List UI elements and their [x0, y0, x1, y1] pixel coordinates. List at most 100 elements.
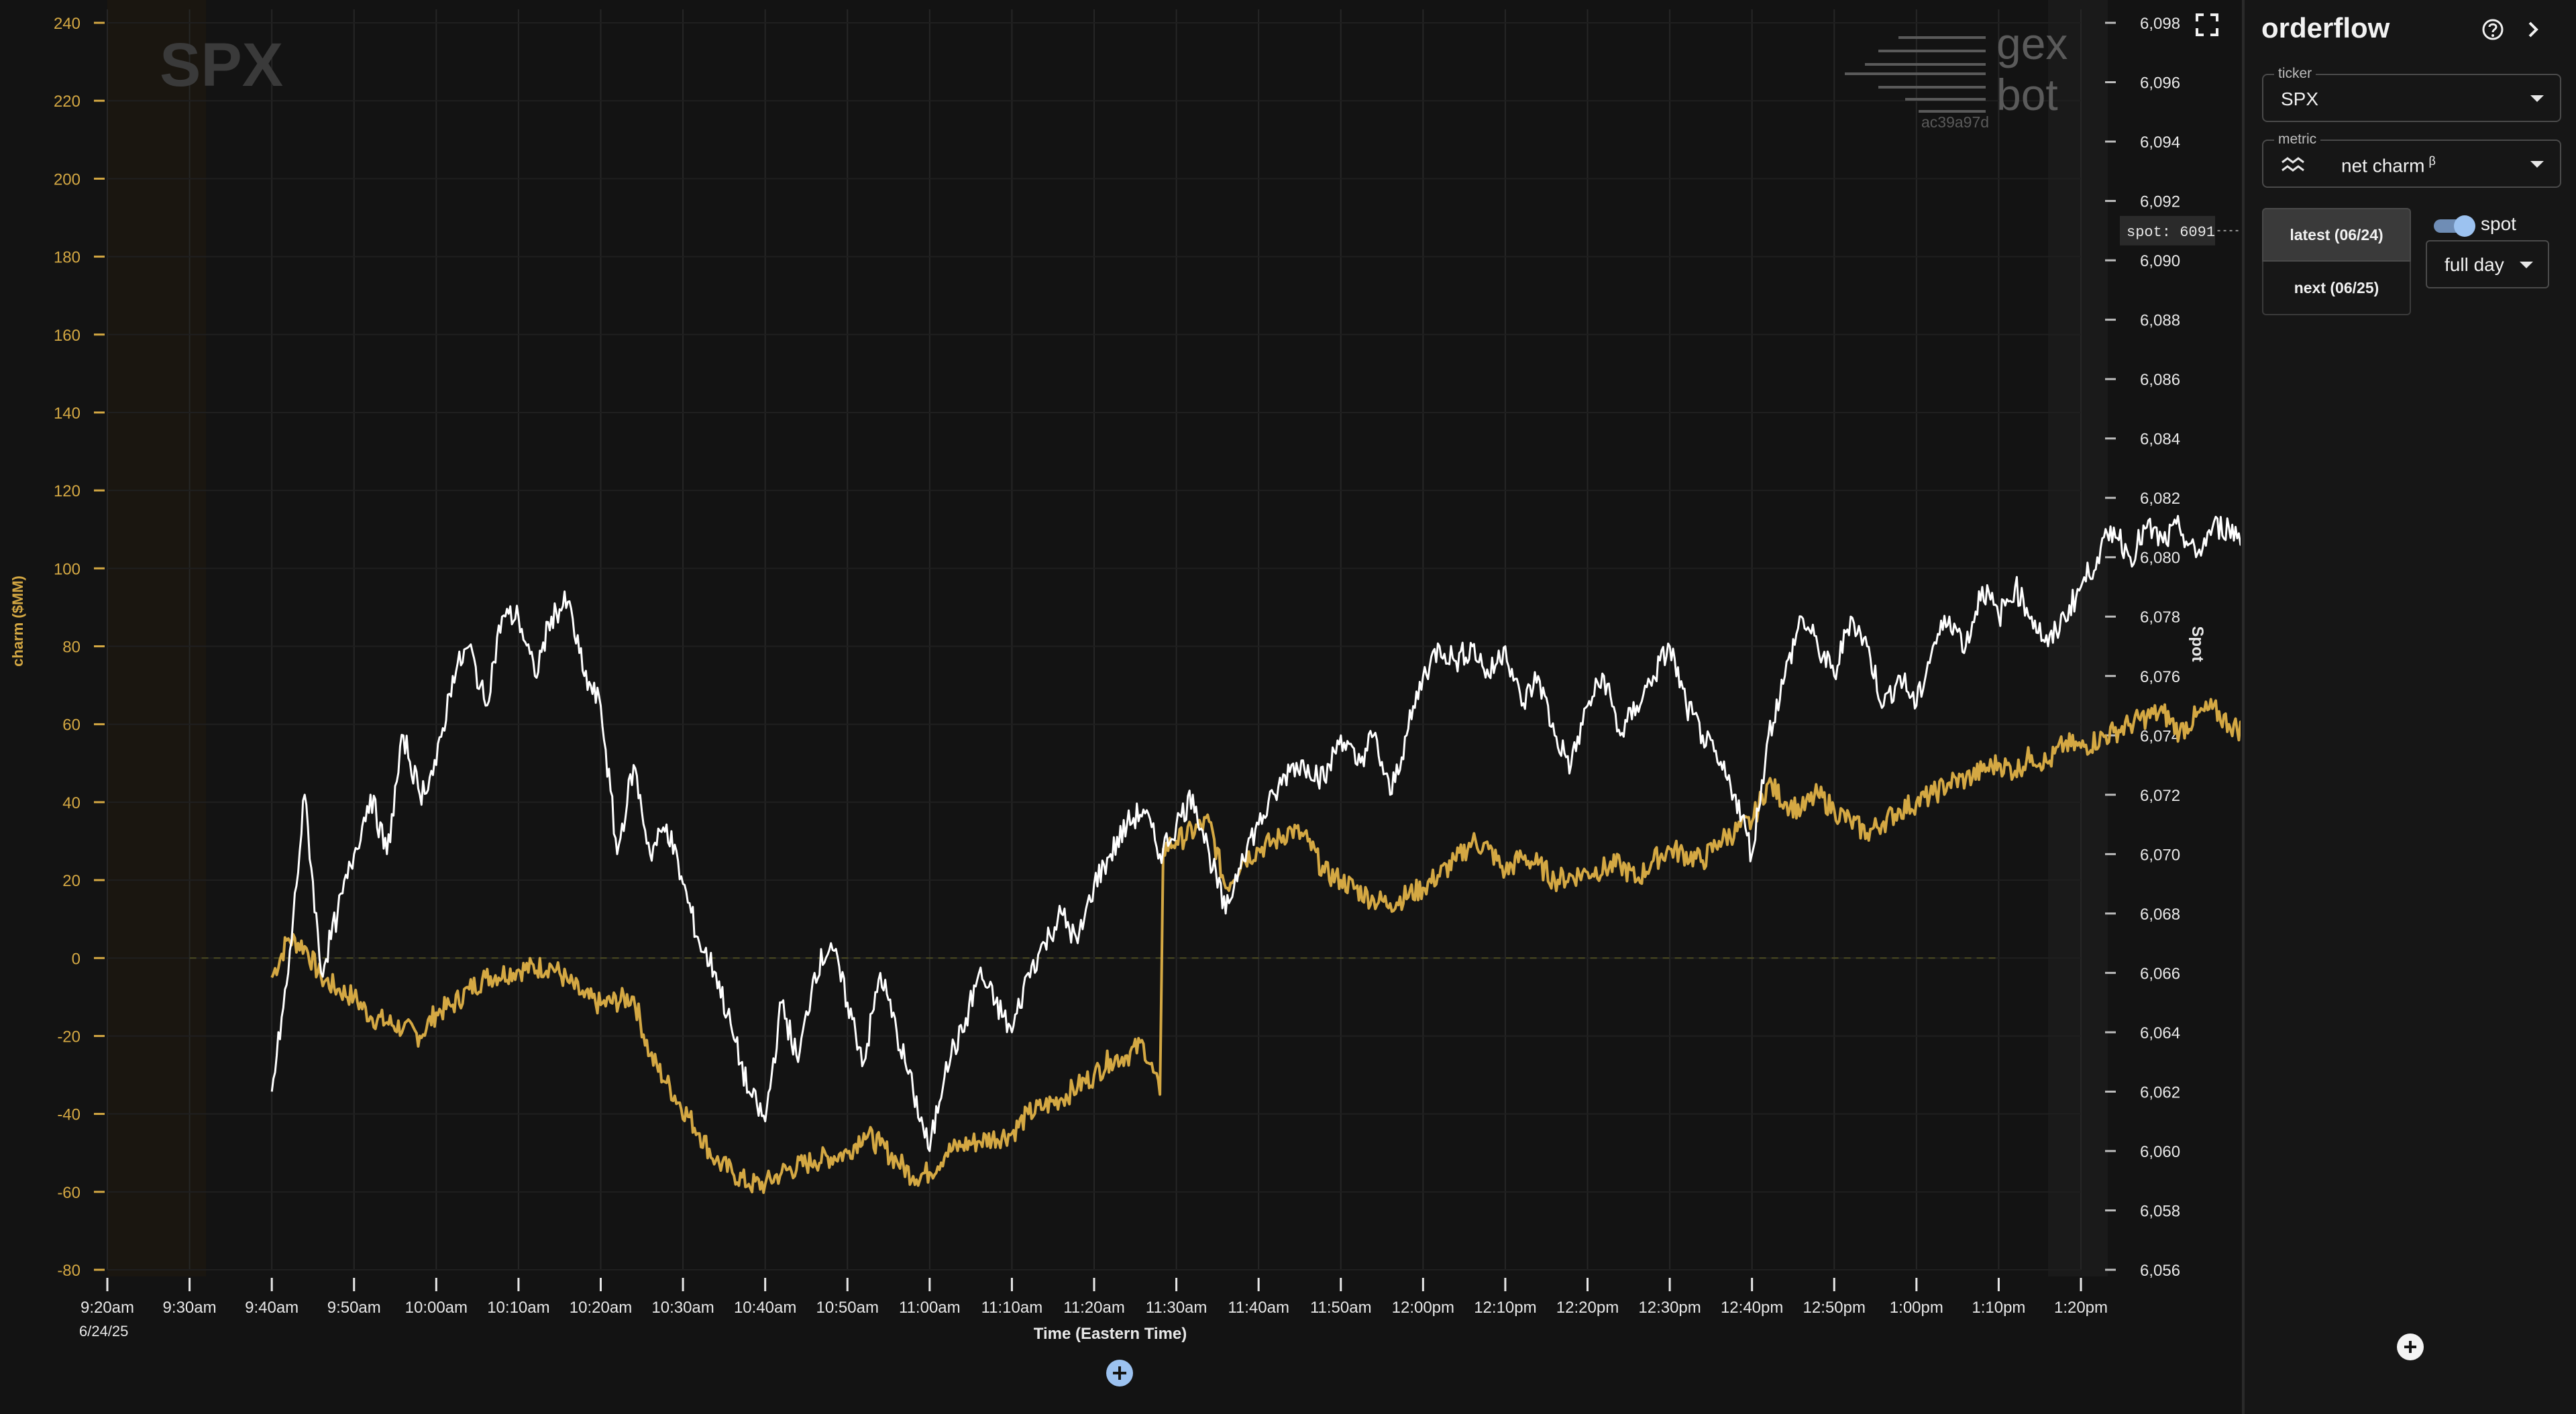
panel-title: orderflow: [2261, 12, 2390, 44]
chevron-down-icon: [2520, 262, 2533, 268]
y-right-tick-label: 6,062: [2140, 1083, 2180, 1101]
toggle-knob: [2454, 215, 2475, 237]
x-tick-label: 1:10pm: [1972, 1299, 2025, 1317]
help-icon[interactable]: [2479, 16, 2506, 43]
metric-beta-badge: β: [2428, 154, 2436, 168]
x-tick-label: 11:10am: [981, 1299, 1043, 1317]
x-tick-label: 11:00am: [899, 1299, 961, 1317]
x-tick-label: 9:20am: [80, 1299, 134, 1317]
y-left-tick-label: -40: [57, 1106, 80, 1124]
x-tick-label: 10:00am: [405, 1299, 468, 1317]
logo-text-gex: gex: [1996, 19, 2068, 68]
y-left-tick-label: 40: [62, 794, 80, 812]
y-right-tick-label: 6,076: [2140, 668, 2180, 686]
x-tick-label: 1:00pm: [1890, 1299, 1943, 1317]
x-tick-label: 12:00pm: [1392, 1299, 1454, 1317]
orderflow-panel: orderflow ticker SPX metric net charm β l…: [2242, 0, 2576, 1414]
y-right-tick-label: 6,070: [2140, 846, 2180, 864]
x-tick-label: 12:40pm: [1721, 1299, 1783, 1317]
x-tick-label: 10:50am: [816, 1299, 879, 1317]
metric-label: metric: [2274, 131, 2321, 148]
plus-icon: [2404, 1341, 2416, 1353]
y-left-tick-label: 200: [54, 170, 80, 188]
spot-toggle[interactable]: spot: [2432, 213, 2520, 237]
x-axis-label: Time (Eastern Time): [1034, 1325, 1187, 1343]
logo-text-bot: bot: [1996, 70, 2058, 119]
y-right-tick-label: 6,064: [2140, 1024, 2180, 1042]
x-tick-label: 9:30am: [163, 1299, 217, 1317]
x-axis-date: 6/24/25: [79, 1323, 128, 1340]
y-right-tick-label: 6,092: [2140, 193, 2180, 211]
y-right-tick-label: 6,072: [2140, 787, 2180, 805]
x-tick-label: 12:50pm: [1803, 1299, 1866, 1317]
chart-svg: SPX gex bot ac39a97d -80 -60 -40 -20 0 20 40 60…: [9, 0, 2241, 1386]
y-left-tick-label: 240: [54, 15, 80, 33]
y-left-tick-label: 80: [62, 639, 80, 657]
range-value: full day: [2445, 254, 2504, 275]
x-tick-label: 9:50am: [327, 1299, 381, 1317]
y-right-tick-label: 6,082: [2140, 490, 2180, 508]
spot-label-box: [2120, 215, 2215, 246]
y-left-tick-label: 100: [54, 560, 80, 578]
y-right-tick-label: 6,088: [2140, 312, 2180, 330]
y-left-tick-label: 180: [54, 249, 80, 267]
collapse-chevron-icon[interactable]: [2520, 16, 2546, 43]
premarket-band: [107, 0, 207, 1276]
x-tick-label: 12:20pm: [1556, 1299, 1619, 1317]
y-right-axis-label: Spot: [2188, 626, 2206, 661]
metric-select[interactable]: metric net charm β: [2262, 131, 2561, 188]
x-tick-label: 12:10pm: [1474, 1299, 1536, 1317]
gexbot-logo: gex bot ac39a97d: [1845, 19, 2068, 131]
expiry-latest-button[interactable]: latest (06/24): [2262, 208, 2411, 262]
y-right-tick-label: 6,066: [2140, 965, 2180, 983]
x-tick-label: 10:30am: [651, 1299, 714, 1317]
ticker-watermark: SPX: [160, 31, 283, 99]
charm-series-line: [270, 698, 2241, 1194]
ticker-select[interactable]: ticker SPX: [2262, 66, 2561, 122]
x-tick-label: 10:40am: [734, 1299, 796, 1317]
x-tick-label: 10:20am: [570, 1299, 632, 1317]
charm-icon: [2282, 157, 2304, 172]
chevron-down-icon: [2530, 95, 2544, 102]
y-right-tick-label: 6,060: [2140, 1143, 2180, 1161]
add-chart-button[interactable]: [1106, 1360, 1133, 1386]
y-right-tick-label: 6,090: [2140, 252, 2180, 270]
y-left-axis-label: charm ($MM): [9, 576, 26, 667]
y-right-tick-label: 6,068: [2140, 906, 2180, 924]
y-left-tick-label: 20: [62, 872, 80, 890]
chart-area: SPX gex bot ac39a97d -80 -60 -40 -20 0 20 40 60…: [9, 0, 2241, 1386]
y-left-tick-label: 220: [54, 93, 80, 111]
y-right-tick-label: 6,096: [2140, 74, 2180, 93]
x-tick-label: 11:20am: [1063, 1299, 1125, 1317]
x-tick-label: 11:40am: [1228, 1299, 1289, 1317]
add-panel-button[interactable]: [2397, 1334, 2424, 1360]
range-select[interactable]: full day: [2426, 240, 2549, 288]
spot-toggle-label: spot: [2481, 213, 2516, 234]
build-id: ac39a97d: [1921, 113, 1989, 131]
y-left-tick-label: 160: [54, 327, 80, 345]
ticker-value: SPX: [2281, 89, 2319, 109]
y-left-tick-label: 140: [54, 404, 80, 423]
x-tick-label: 9:40am: [245, 1299, 299, 1317]
y-left-tick-label: -80: [57, 1262, 80, 1280]
after-band: [2047, 0, 2108, 1276]
x-tick-label: 12:30pm: [1638, 1299, 1701, 1317]
expiry-next-button[interactable]: next (06/25): [2262, 262, 2411, 315]
x-tick-label: 11:50am: [1310, 1299, 1372, 1317]
ticker-label: ticker: [2274, 66, 2316, 82]
y-right-tick-label: 6,080: [2140, 549, 2180, 567]
metric-value: net charm: [2341, 155, 2425, 176]
spot-label: spot: 6091: [2127, 224, 2215, 241]
y-right-tick-label: 6,086: [2140, 371, 2180, 389]
fullscreen-icon[interactable]: [2196, 13, 2218, 36]
y-left-tick-label: 60: [62, 716, 80, 735]
y-right-tick-label: 6,084: [2140, 431, 2180, 449]
x-tick-label: 10:10am: [487, 1299, 549, 1317]
y-left-tick-label: 120: [54, 482, 80, 500]
x-tick-label: 1:20pm: [2054, 1299, 2108, 1317]
x-tick-label: 11:30am: [1146, 1299, 1208, 1317]
y-right-tick-label: 6,098: [2140, 15, 2180, 33]
y-left-tick-label: 0: [72, 950, 80, 968]
y-right-tick-label: 6,056: [2140, 1262, 2180, 1280]
y-left-tick-label: -20: [57, 1028, 80, 1046]
